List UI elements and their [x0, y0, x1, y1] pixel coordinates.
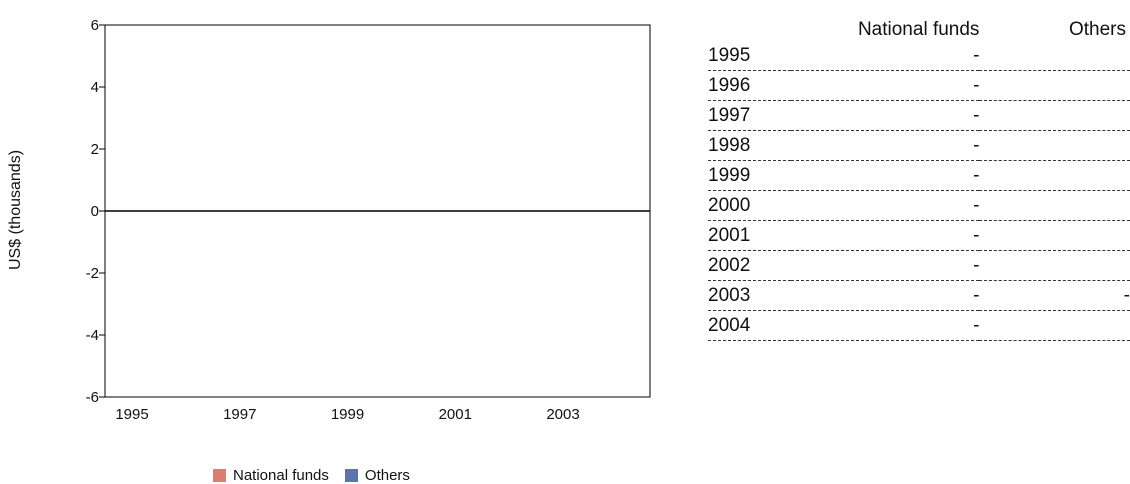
table-value-national: -: [973, 165, 980, 186]
table-value-national: -: [973, 105, 980, 126]
table-cell-others: [979, 190, 1130, 221]
y-tick-label: 2: [91, 141, 99, 158]
data-table: National funds Others 1995-1996-1997-199…: [708, 12, 1130, 341]
table-value-national: -: [973, 225, 980, 246]
table-cell-others: [979, 250, 1130, 281]
table-cell-year: 2003: [708, 280, 792, 311]
y-axis-title: US$ (thousands): [7, 150, 24, 270]
legend-swatch-national: [213, 469, 226, 482]
table-cell-year: 1995: [708, 41, 792, 71]
x-tick-label: 2003: [546, 406, 579, 423]
table-row: 1998 -: [708, 130, 1130, 161]
table-cell-year: 1998: [708, 130, 792, 161]
table-cell-others: [979, 160, 1130, 191]
legend-item-national: National funds: [213, 467, 329, 484]
legend-label-others: Others: [364, 467, 410, 484]
table-row: 2000 -: [708, 190, 1130, 221]
table-cell-year: 2002: [708, 250, 792, 281]
table-value-national: -: [973, 315, 980, 336]
table-row: 2002 -: [708, 250, 1130, 281]
y-tick-label: 4: [91, 79, 99, 96]
table-row: 1995 -: [708, 41, 1130, 71]
table-row: 2003 - -: [708, 280, 1130, 311]
y-tick-label: -2: [86, 265, 99, 282]
table-cell-year: 1996: [708, 70, 792, 101]
table-value-national: -: [973, 75, 980, 96]
table-cell-others: [979, 220, 1130, 251]
table-cell-national: -: [791, 280, 980, 311]
table-cell-others: [979, 130, 1130, 161]
table-value-national: -: [973, 255, 980, 276]
table-cell-year: 1997: [708, 100, 792, 131]
table-cell-others: [979, 70, 1130, 101]
table-header-others: Others: [1068, 19, 1126, 40]
y-tick-label: 0: [91, 203, 99, 220]
table-cell-national: -: [791, 160, 980, 191]
table-cell-year: 2000: [708, 190, 792, 221]
table-cell-national: -: [791, 250, 980, 281]
x-tick-label: 1997: [223, 406, 256, 423]
table-header-national: National funds: [857, 19, 980, 40]
table-cell-national: -: [791, 100, 980, 131]
legend-label-national: National funds: [233, 467, 329, 484]
x-tick-label: 1995: [115, 406, 148, 423]
table-cell-others: [979, 41, 1130, 71]
table-value-others: -: [1123, 285, 1130, 306]
legend-swatch-others: [344, 469, 358, 482]
table-row: 1999 -: [708, 160, 1130, 191]
table-value-national: -: [973, 45, 980, 66]
table-cell-others: [979, 100, 1130, 131]
legend: National funds Others: [213, 467, 420, 484]
table-cell-others: -: [979, 280, 1130, 311]
chart: US$ (thousands) 6 4 2 0 -2 -4 -6 1995 1997 1999 2…: [7, 17, 651, 423]
table-value-national: -: [973, 195, 980, 216]
table-value-national: -: [973, 135, 980, 156]
table-cell-national: -: [791, 310, 980, 341]
x-tick-label: 1999: [331, 406, 364, 423]
table-row: 1996 -: [708, 70, 1130, 101]
table-value-national: -: [973, 285, 980, 306]
table-cell-national: -: [791, 220, 980, 251]
y-tick-label: 6: [91, 17, 99, 34]
table-cell-others: [979, 310, 1130, 341]
table-row: 1997 -: [708, 100, 1130, 131]
x-tick-label: 2001: [439, 406, 472, 423]
legend-item-others: Others: [344, 467, 410, 484]
y-tick-label: -6: [86, 389, 99, 406]
y-tick-label: -4: [86, 327, 99, 344]
table-cell-national: -: [791, 130, 980, 161]
table-cell-year: 1999: [708, 160, 792, 191]
table-cell-national: -: [791, 70, 980, 101]
table-cell-year: 2004: [708, 310, 792, 341]
table-cell-national: -: [791, 41, 980, 71]
table-row: 2004 -: [708, 310, 1130, 341]
table-row: 2001 -: [708, 220, 1130, 251]
table-header-year: [708, 12, 791, 41]
table-cell-national: -: [791, 190, 980, 221]
table-cell-year: 2001: [708, 220, 792, 251]
table-header-row: National funds Others: [708, 12, 1130, 41]
